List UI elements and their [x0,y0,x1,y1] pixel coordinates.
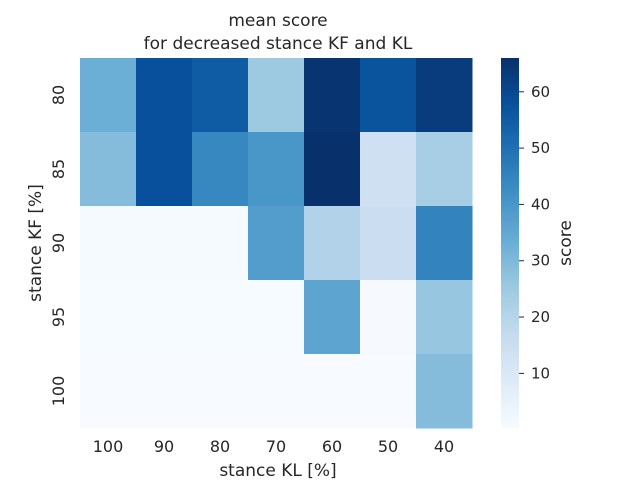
colorbar-tick-label: 20 [531,308,550,326]
colorbar-tick-label: 40 [531,195,550,213]
heatmap-cells [80,58,473,429]
heatmap-cell [80,206,137,281]
heatmap-cell [80,58,137,133]
colorbar-tick-label: 30 [531,252,550,270]
colorbar-label: score [556,220,576,266]
heatmap-cell [80,280,137,355]
y-tick-labels: 80 85 90 95 100 [49,85,68,406]
y-tick-label: 80 [49,85,68,105]
colorbar [501,58,519,428]
heatmap-cell [192,58,249,133]
heatmap-cell [360,206,417,281]
heatmap-cell [304,132,361,207]
heatmap-cell [304,280,361,355]
colorbar-tick-label: 50 [531,139,550,157]
heatmap-cell [304,354,361,429]
chart-title-line2: for decreased stance KF and KL [144,34,413,54]
heatmap-cell [416,132,473,207]
heatmap-cell [192,132,249,207]
heatmap-cell [136,206,193,281]
heatmap-cell [136,280,193,355]
heatmap-cell [416,280,473,355]
y-axis-label: stance KF [%] [26,184,46,302]
heatmap-cell [248,58,305,133]
x-tick-label: 90 [154,437,174,456]
x-axis-label: stance KL [%] [219,461,336,480]
heatmap-cell [136,58,193,133]
y-tick-label: 85 [49,159,68,179]
x-tick-label: 50 [378,437,398,456]
heatmap-cell [416,206,473,281]
chart-title-line1: mean score [228,11,327,31]
heatmap-cell [416,58,473,133]
heatmap-cell [360,280,417,355]
heatmap-cell [80,354,137,429]
y-tick-label: 100 [49,376,68,407]
x-tick-label: 70 [266,437,286,456]
heatmap-cell [192,280,249,355]
heatmap-cell [248,354,305,429]
x-tick-labels: 100 90 80 70 60 50 40 [93,437,454,456]
y-tick-label: 90 [49,233,68,253]
heatmap-cell [304,206,361,281]
heatmap-cell [80,132,137,207]
x-tick-label: 80 [210,437,230,456]
x-tick-label: 60 [322,437,342,456]
heatmap-cell [248,206,305,281]
y-tick-label: 95 [49,307,68,327]
heatmap-cell [360,354,417,429]
x-tick-label: 100 [93,437,124,456]
heatmap-cell [192,354,249,429]
heatmap-cell [136,354,193,429]
heatmap-cell [192,206,249,281]
heatmap-cell [248,132,305,207]
x-tick-label: 40 [434,437,454,456]
colorbar-ticks: 10 20 30 40 50 60 [519,83,550,382]
heatmap-cell [304,58,361,133]
heatmap-cell [360,132,417,207]
heatmap-cell [360,58,417,133]
heatmap-cell [248,280,305,355]
colorbar-tick-label: 10 [531,364,550,382]
heatmap-cell [136,132,193,207]
colorbar-tick-label: 60 [531,83,550,101]
heatmap-cell [416,354,473,429]
